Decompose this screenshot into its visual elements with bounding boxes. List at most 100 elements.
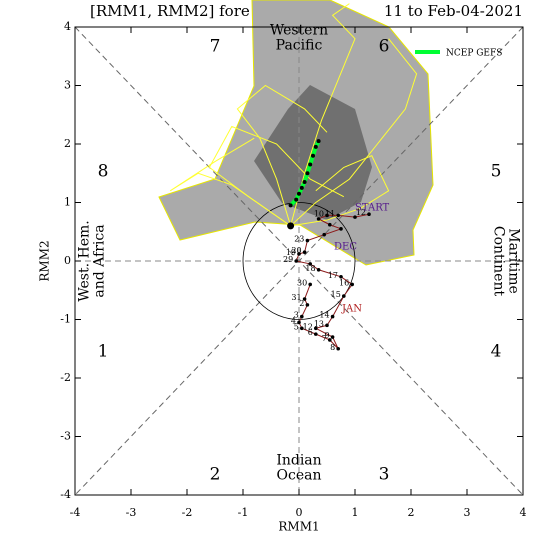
y-tick-label: -2 — [60, 371, 71, 384]
phase-label: 2 — [210, 465, 221, 485]
day-label: 23 — [294, 235, 304, 244]
ensemble-member — [290, 38, 418, 227]
observed-point — [308, 262, 313, 266]
observed-point — [302, 297, 307, 301]
day-label: 4 — [291, 316, 296, 325]
observed-point — [308, 282, 313, 287]
x-tick-label: 0 — [296, 506, 303, 519]
observed-point — [314, 332, 318, 336]
y-tick-label: 2 — [64, 137, 71, 150]
observed-point — [330, 335, 335, 339]
ensemble-mean-point — [308, 162, 313, 167]
day-label: 12 — [356, 208, 366, 217]
region-label: Ocean — [277, 468, 322, 484]
observed-point — [305, 303, 310, 307]
ensemble-mean-point — [297, 191, 301, 196]
day-label: 5 — [294, 322, 299, 331]
observed-point — [350, 282, 355, 287]
day-label: 16 — [339, 278, 349, 287]
day-label: 31 — [291, 293, 301, 302]
day-label: 3 — [294, 311, 299, 320]
observed-point — [330, 314, 335, 319]
day-label: 20 — [291, 246, 301, 255]
day-label: 19 — [286, 248, 296, 257]
title-right: 11 to Feb-04-2021 — [384, 2, 523, 20]
day-label: 14 — [319, 311, 329, 320]
ensemble-mean-point — [305, 171, 310, 176]
observed-point — [353, 215, 357, 219]
ensemble-mean-point — [294, 197, 299, 202]
phase-label: 4 — [491, 342, 502, 362]
observed-point — [336, 346, 341, 351]
observed-point — [325, 213, 329, 218]
observed-point — [305, 238, 310, 243]
region-label: Pacific — [276, 38, 323, 54]
observed-point — [339, 274, 343, 279]
observed-point — [314, 326, 318, 331]
day-label: 6 — [308, 328, 313, 337]
region-label: Indian — [276, 453, 321, 469]
day-label: 7 — [322, 334, 327, 343]
ensemble-mean-point — [311, 153, 315, 158]
plot-frame — [74, 26, 524, 496]
ensemble-mean — [289, 140, 321, 207]
observed-point — [316, 267, 321, 272]
region-label: and Africa — [92, 224, 108, 297]
ensemble-mean-point — [288, 203, 293, 208]
x-tick-label: -2 — [182, 506, 193, 519]
day-label: 11 — [325, 209, 335, 218]
y-axis-label: RMM2 — [38, 240, 52, 281]
x-tick-label: -1 — [238, 506, 249, 519]
observed-point — [328, 222, 332, 227]
x-tick-label: -4 — [70, 506, 81, 519]
ensemble-member — [208, 125, 345, 227]
title-left: [RMM1, RMM2] fore — [90, 2, 250, 20]
observed-point — [300, 314, 304, 319]
region-label: Continent — [491, 226, 507, 297]
day-label: 9 — [325, 331, 330, 340]
y-tick-label: 1 — [64, 196, 71, 209]
day-label: 17 — [328, 271, 338, 280]
phase-label: 1 — [98, 342, 109, 362]
ensemble-member — [290, 155, 390, 227]
y-tick-label: -4 — [60, 488, 71, 501]
month-label: DEC — [334, 242, 357, 253]
x-tick-label: 4 — [520, 506, 527, 519]
ensemble-mean-point — [302, 180, 307, 185]
month-label: JAN — [341, 304, 362, 315]
y-tick-label: -3 — [60, 430, 71, 443]
observed-point — [339, 227, 343, 231]
phase-label: 8 — [98, 162, 109, 182]
x-axis-label: RMM1 — [278, 520, 319, 534]
x-tick-label: 2 — [408, 506, 415, 519]
observed-point — [294, 259, 299, 263]
day-label: 13 — [314, 319, 324, 328]
observed-point — [367, 212, 371, 216]
phase-label: 7 — [210, 37, 221, 57]
day-label: 10 — [314, 209, 324, 218]
phase-label: 6 — [379, 37, 390, 57]
observed-point — [302, 250, 307, 255]
region-label: West. Hem. — [77, 220, 93, 301]
day-label: 8 — [330, 343, 335, 352]
x-tick-label: 3 — [464, 506, 471, 519]
y-tick-label: -1 — [60, 313, 71, 326]
month-label: START — [355, 203, 390, 214]
region-label: Maritime — [506, 228, 522, 294]
ensemble-mean-point — [313, 144, 318, 149]
day-label: 2 — [299, 299, 304, 308]
day-label: 18 — [305, 264, 315, 273]
ensemble-mean-point — [299, 185, 304, 190]
region-label: Western — [270, 23, 328, 39]
observed-point — [297, 320, 301, 325]
x-tick-label: 1 — [352, 506, 359, 519]
y-tick-label: 0 — [64, 254, 71, 267]
x-tick-label: -3 — [126, 506, 137, 519]
legend-label: NCEP GEFS — [446, 49, 502, 59]
y-tick-label: 3 — [64, 79, 71, 92]
observed-point — [300, 326, 304, 331]
forecast-start — [287, 222, 295, 230]
observed-point — [322, 232, 327, 237]
day-label: 15 — [331, 290, 341, 299]
